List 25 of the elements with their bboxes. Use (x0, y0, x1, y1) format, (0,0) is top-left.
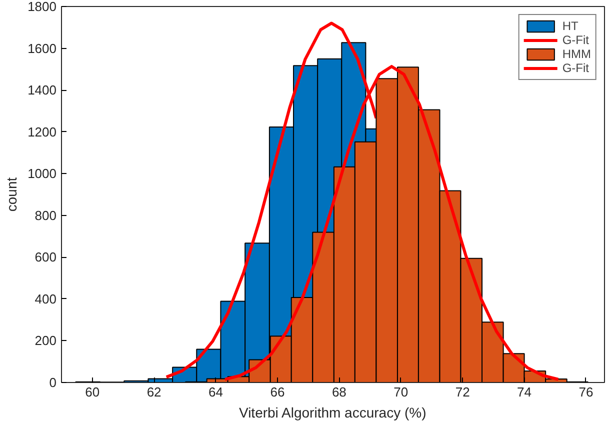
legend-label: HMM (562, 47, 591, 61)
x-tick-label: 70 (394, 384, 408, 400)
x-tick-label: 60 (85, 384, 100, 400)
y-tick-label: 1000 (28, 166, 56, 182)
legend-label: G-Fit (562, 33, 589, 47)
y-tick-label: 1400 (28, 82, 56, 98)
y-tick-label: 1200 (28, 124, 56, 140)
y-tick-label: 1600 (28, 40, 56, 56)
x-tick-label: 64 (208, 384, 223, 400)
legend-label: HT (562, 19, 580, 33)
x-tick-label: 68 (332, 384, 346, 400)
y-tick-label: 600 (34, 250, 57, 265)
y-tick-label: 1800 (28, 0, 56, 14)
x-tick-label: 62 (146, 384, 162, 400)
legend-label: G-Fit (562, 61, 589, 75)
y-tick-label: 400 (34, 291, 57, 306)
x-tick-label: 74 (517, 384, 532, 400)
y-tick-label: 0 (49, 375, 57, 390)
y-tick-label: 200 (34, 333, 57, 348)
x-tick-label: 66 (270, 384, 285, 400)
x-axis-title: Viterbi Algorithm accuracy (%) (238, 404, 426, 420)
y-tick-label: 800 (34, 208, 57, 223)
x-tick-label: 72 (455, 384, 470, 400)
x-tick-label: 76 (578, 384, 594, 400)
y-axis-title: count (4, 177, 20, 212)
